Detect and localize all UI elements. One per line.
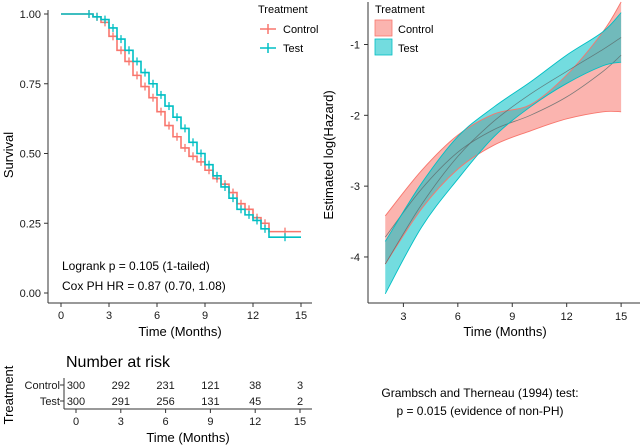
hazard-y-ticks: -4 -3 -2 -1	[350, 39, 368, 264]
km-legend-title: Treatment	[258, 4, 308, 16]
km-x-axis-label: Time (Months)	[138, 324, 221, 339]
hazard-y-axis-label: Estimated log(Hazard)	[321, 90, 336, 219]
risk-cell-test: 131	[201, 396, 219, 408]
hazard-y-tick-label: -3	[350, 181, 360, 193]
risk-cell-control: 292	[112, 380, 130, 392]
hazard-ci-upper-test	[384, 12, 622, 242]
hazard-x-tick-label: 6	[455, 311, 461, 323]
hazard-ci-band-control	[385, 2, 622, 265]
hazard-ci-bands	[385, 2, 622, 294]
risk-x-tick-label: 15	[294, 416, 306, 428]
risk-x-tick-label: 9	[207, 416, 213, 428]
hazard-line-test	[384, 37, 622, 265]
km-x-ticks: 0 3 6 9 12 15	[58, 303, 307, 322]
hazard-y-tick-label: -1	[350, 39, 360, 51]
hazard-y-tick-label: -4	[350, 252, 360, 264]
risk-row-test-label: Test	[40, 396, 60, 408]
km-y-tick-label: 0.75	[20, 79, 41, 91]
km-x-tick-label: 9	[202, 310, 208, 322]
km-legend-test-label: Test	[283, 43, 303, 55]
hazard-panel: 3 6 9 12 15 -4 -3 -2 -1 Time (Months) Estimated…	[321, 1, 640, 339]
hazard-legend-test-swatch	[374, 38, 393, 56]
risk-x-tick-label: 6	[163, 416, 169, 428]
risk-cell-test: 2	[297, 396, 303, 408]
hazard-legend-control-label: Control	[398, 24, 433, 36]
hazard-line-control	[384, 54, 622, 238]
grambsch-test-line2: p = 0.015 (evidence of non-PH)	[396, 404, 563, 418]
logrank-annotation: Logrank p = 0.105 (1-tailed)	[62, 259, 210, 273]
risk-cell-test: 256	[156, 396, 174, 408]
km-y-tick-label: 0.00	[20, 288, 41, 300]
km-x-tick-label: 0	[58, 310, 64, 322]
cox-hr-annotation: Cox PH HR = 0.87 (0.70, 1.08)	[62, 279, 226, 293]
km-legend-control-label: Control	[283, 24, 318, 36]
hazard-legend-title: Treatment	[375, 4, 425, 16]
km-y-ticks: 0.00 0.25 0.50 0.75 1.00	[20, 9, 48, 300]
km-curve-test	[61, 13, 301, 238]
risk-row-control-label: Control	[25, 380, 60, 392]
km-y-tick-label: 1.00	[20, 9, 41, 21]
km-x-tick-label: 12	[247, 310, 259, 322]
km-curves	[61, 10, 301, 242]
risk-cell-test: 300	[67, 396, 85, 408]
risk-x-tick-label: 12	[249, 416, 261, 428]
km-x-tick-label: 3	[106, 310, 112, 322]
hazard-lines	[384, 1, 622, 295]
risk-cell-control: 300	[67, 380, 85, 392]
risk-cell-control: 231	[156, 380, 174, 392]
hazard-x-tick-label: 12	[561, 311, 573, 323]
hazard-legend-control-swatch	[374, 19, 393, 37]
km-y-axis-label: Survival	[1, 132, 16, 178]
risk-cell-control: 38	[249, 380, 261, 392]
risk-cell-test: 45	[249, 396, 261, 408]
risk-x-ticks: 0 3 6 9 12 15	[60, 384, 306, 428]
risk-x-axis-label: Time (Months)	[146, 430, 229, 445]
hazard-y-tick-label: -2	[350, 110, 360, 122]
hazard-ci-lower-control	[384, 110, 622, 265]
km-survival-panel: 0 3 6 9 12 15 0.00 0.25 0.50 0.75 1.00 Time (Mont…	[1, 4, 318, 339]
hazard-ci-lower-test	[384, 61, 622, 295]
grambsch-test-line1: Grambsch and Therneau (1994) test:	[381, 386, 578, 400]
hazard-x-axis-label: Time (Months)	[463, 324, 546, 339]
hazard-legend-test-label: Test	[398, 43, 418, 55]
risk-cells: 300 292 231 121 38 3 300 291 256 131 45 2	[67, 380, 303, 408]
km-y-tick-label: 0.25	[20, 218, 41, 230]
km-x-tick-label: 6	[154, 310, 160, 322]
risk-table-title: Number at risk	[66, 354, 171, 371]
hazard-x-tick-label: 3	[400, 311, 406, 323]
hazard-ci-upper-control	[384, 1, 622, 217]
risk-x-tick-label: 3	[118, 416, 124, 428]
km-y-tick-label: 0.50	[20, 149, 41, 161]
risk-table: Number at risk Treatment Control Test 30…	[1, 354, 312, 445]
risk-table-row-title: Treatment	[1, 365, 16, 424]
risk-cell-control: 3	[297, 380, 303, 392]
hazard-ci-band-test	[385, 12, 622, 294]
risk-cell-test: 291	[112, 396, 130, 408]
km-x-tick-label: 15	[295, 310, 307, 322]
risk-cell-control: 121	[201, 380, 219, 392]
hazard-x-tick-label: 9	[509, 311, 515, 323]
risk-x-tick-label: 0	[73, 416, 79, 428]
hazard-x-ticks: 3 6 9 12 15	[400, 303, 627, 323]
hazard-x-tick-label: 15	[615, 311, 627, 323]
